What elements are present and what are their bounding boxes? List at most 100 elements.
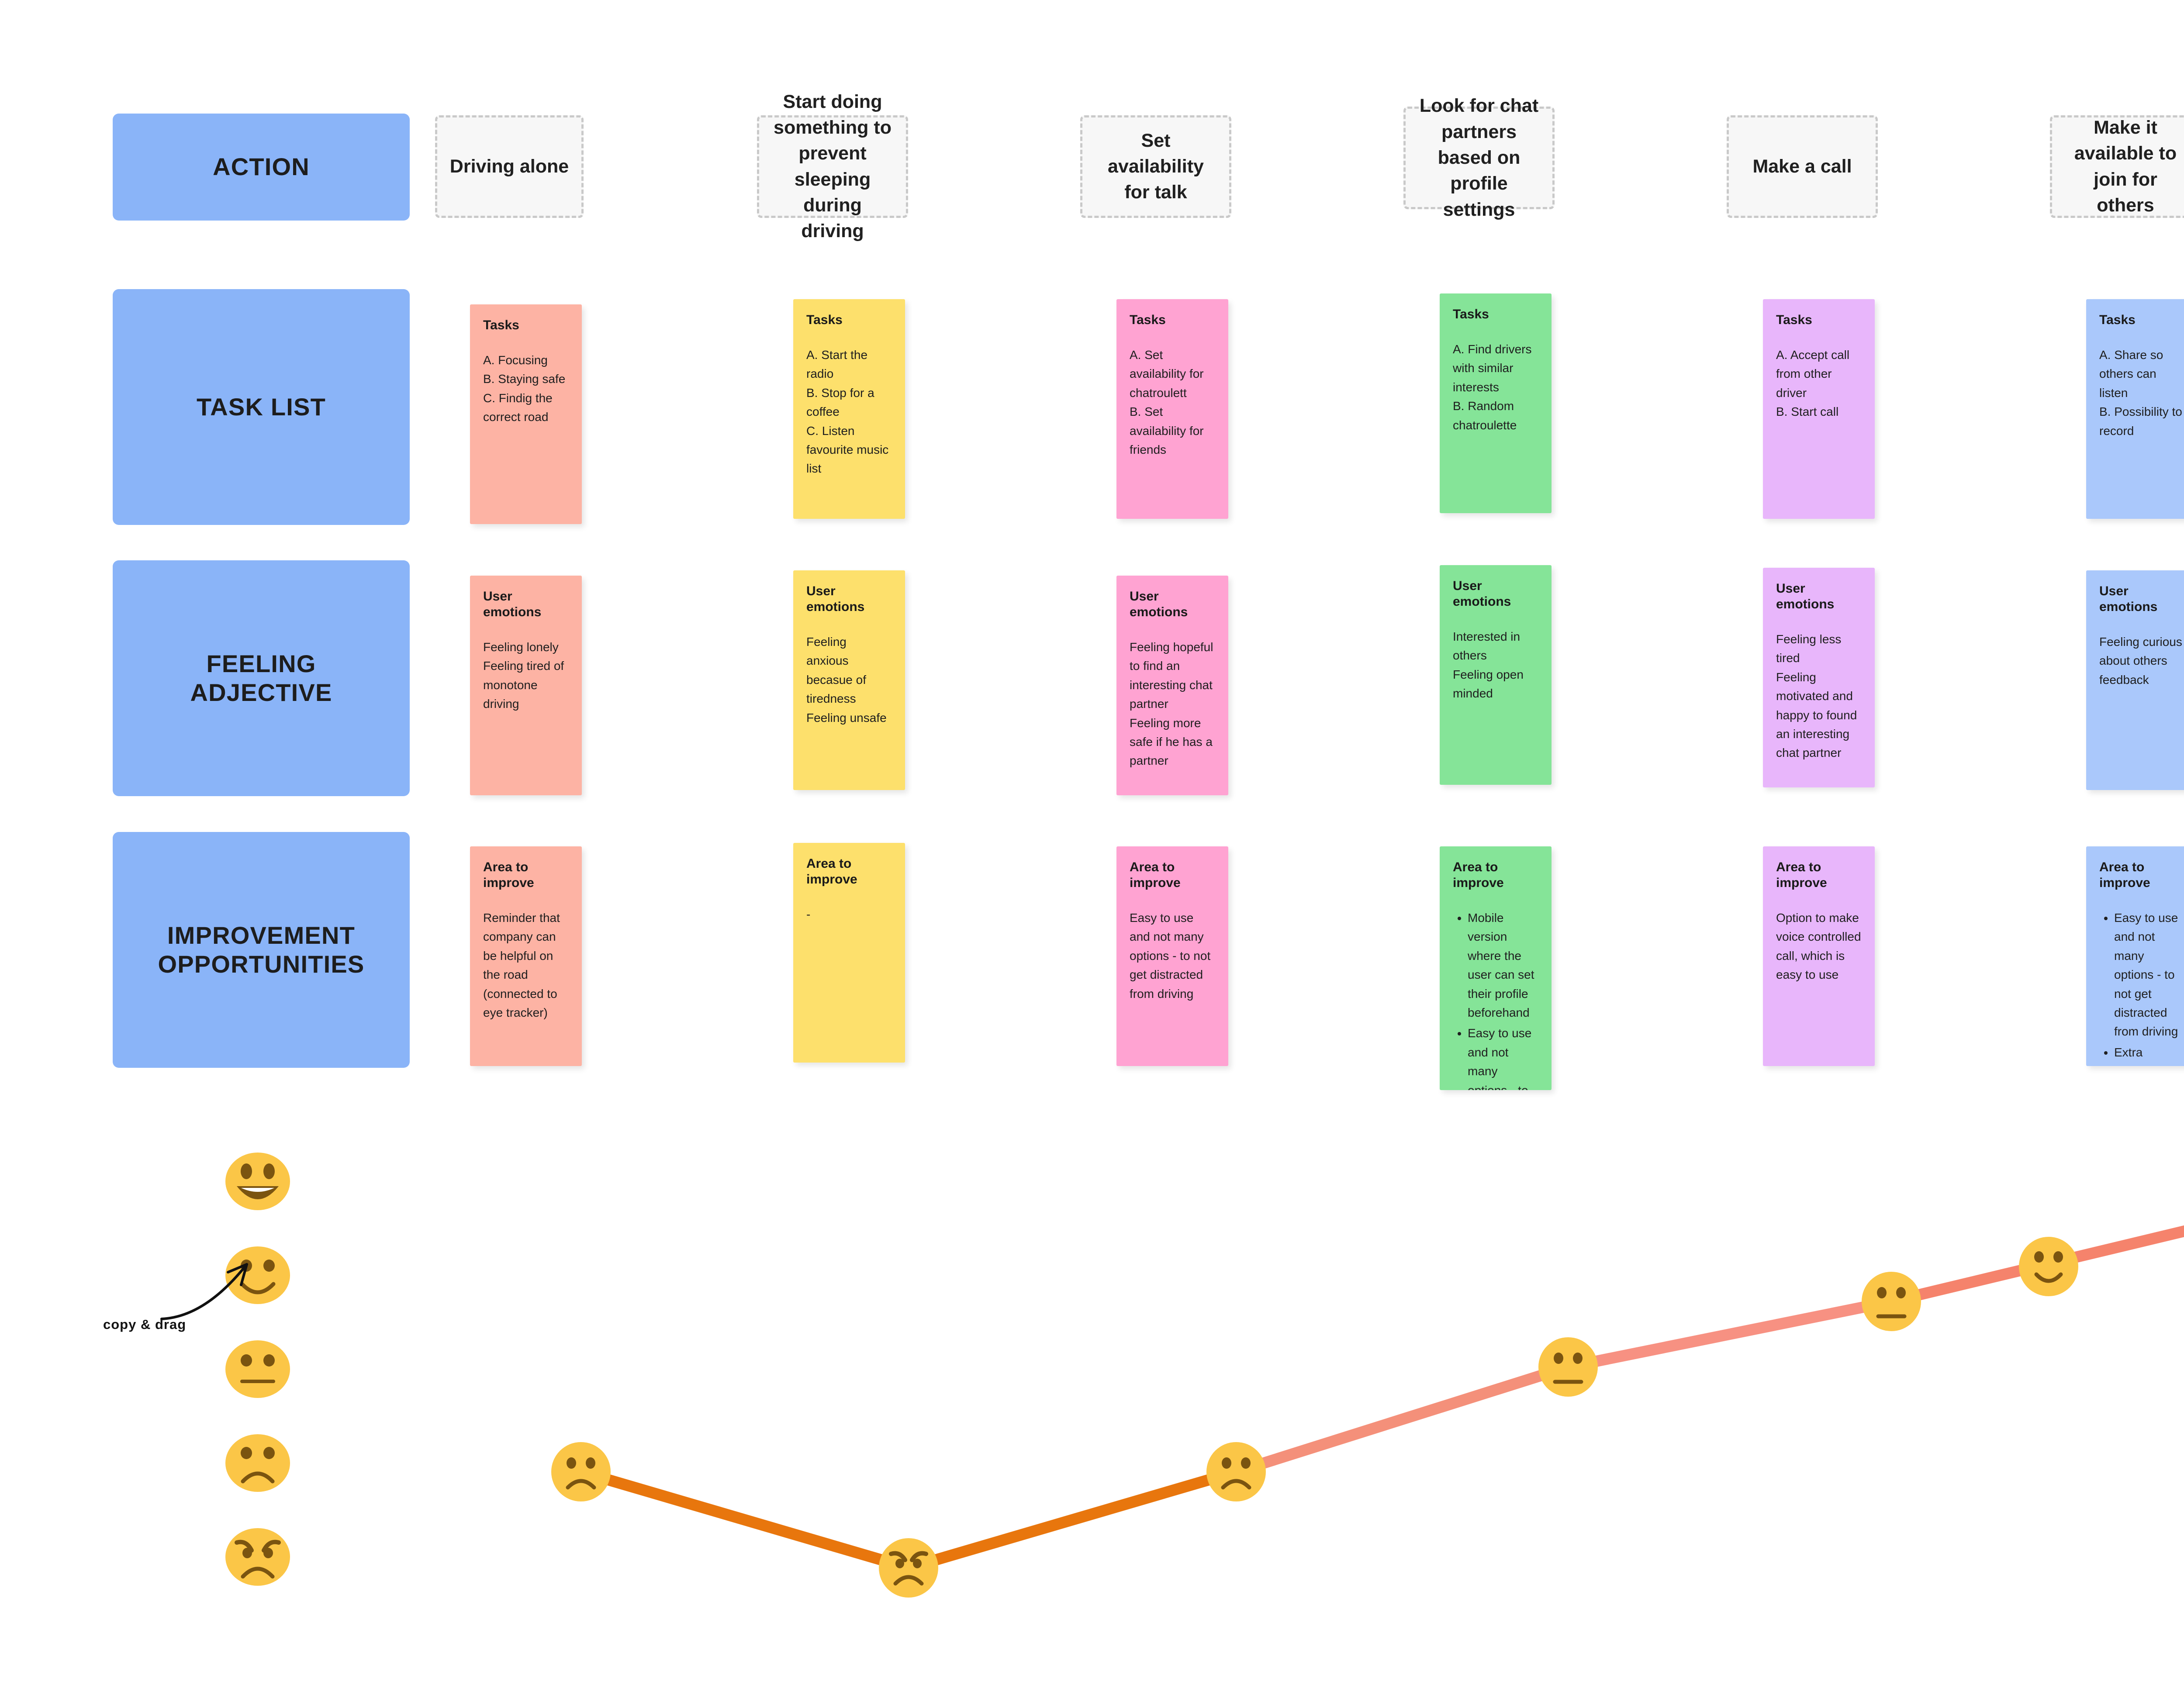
task-sticky-3-title: Tasks [1130,313,1166,327]
improve-item: Mobile version where the user can set th… [1468,908,1538,1022]
emotion-sticky-6-title: User emotions [2099,584,2158,614]
action-card-2[interactable]: Start doing something to prevent sleepin… [757,91,908,242]
improve-sticky-4-list: Mobile version where the user can set th… [1453,908,1538,1090]
improve-sticky-1[interactable]: Area to improve Reminder that company ca… [470,846,582,1066]
row-label-improvement-line2: OPPORTUNITIES [158,950,365,978]
task-sticky-6-title: Tasks [2099,313,2136,327]
emotion-sticky-5[interactable]: User emotions Feeling less tired Feeling… [1763,568,1875,787]
action-card-1[interactable]: Driving alone [435,115,584,218]
action-card-5-label: Make a call [1752,155,1852,177]
improve-sticky-5-body: Option to make voice controlled call, wh… [1776,908,1862,984]
improve-sticky-6-title: Area to improve [2099,860,2150,890]
emotion-item: Feeling more safe if he has a partner [1130,716,1213,768]
improve-item: - [806,908,811,921]
emoji-legend-palette[interactable] [210,1144,323,1651]
task-item: B. Random chatroulette [1453,399,1517,432]
improve-sticky-2-body: - [806,905,892,924]
emotion-sticky-2[interactable]: User emotions Feeling anxious becasue of… [793,570,905,790]
curve-point-2-angry-emoji[interactable] [879,1538,938,1598]
task-sticky-1[interactable]: Tasks A. Focusing B. Staying safe C. Fin… [470,304,582,524]
emotion-item: Feeling hopeful to find an interesting c… [1130,640,1213,711]
action-card-4-label: Look for chat partners based on profile … [1419,95,1539,220]
task-item: B. Start call [1776,405,1839,419]
curve-segment [575,1466,914,1574]
action-card-6[interactable]: Make it available to join for others [2050,115,2184,218]
curve-point-4-neutral-emoji[interactable] [1538,1337,1598,1397]
emotion-item: Feeling open minded [1453,667,1524,701]
emotion-item: Feeling tired of monotone driving [483,659,564,711]
task-sticky-5-title: Tasks [1776,313,1812,327]
action-card-2-label: Start doing something to prevent sleepin… [774,91,892,242]
emotion-item: Feeling unsafe [806,711,887,725]
row-label-feeling-line1: FEELING [206,649,316,677]
task-sticky-4[interactable]: Tasks A. Find drivers with similar inter… [1440,293,1552,513]
task-item: B. Stop for a coffee [806,386,874,419]
task-sticky-5-body: A. Accept call from other driver B. Star… [1776,345,1862,421]
task-sticky-2-body: A. Start the radio B. Stop for a coffee … [806,345,892,478]
task-sticky-3[interactable]: Tasks A. Set availability for chatroulet… [1116,299,1228,519]
emotion-sticky-2-title: User emotions [806,584,865,614]
improve-item: Option to make voice controlled call, wh… [1776,911,1861,982]
task-sticky-2[interactable]: Tasks A. Start the radio B. Stop for a c… [793,299,905,519]
row-label-task-list[interactable]: TASK LIST [113,289,410,525]
emotion-sticky-1[interactable]: User emotions Feeling lonely Feeling tir… [470,576,582,795]
improve-sticky-2[interactable]: Area to improve - [793,843,905,1063]
action-card-4[interactable]: Look for chat partners based on profile … [1403,95,1555,220]
emotion-item: Feeling less tired [1776,632,1842,665]
action-card-5[interactable]: Make a call [1727,115,1878,218]
improve-sticky-3-title: Area to improve [1130,860,1181,890]
row-label-improvement-opportunities[interactable]: IMPROVEMENT OPPORTUNITIES [113,832,410,1068]
improve-sticky-6[interactable]: Area to improve Easy to use and not many… [2086,846,2184,1066]
action-card-3[interactable]: Set availability for talk [1080,115,1231,218]
task-sticky-6[interactable]: Tasks A. Share so others can listen B. P… [2086,299,2184,519]
task-sticky-4-title: Tasks [1453,307,1489,321]
task-item: B. Possibility to record [2099,405,2182,438]
curve-point-3-frowning-emoji[interactable] [1206,1442,1266,1501]
task-item: B. Set availability for friends [1130,405,1204,456]
task-item: B. Staying safe [483,372,566,386]
curve-point-5-neutral-emoji[interactable] [1862,1272,1921,1331]
emotion-sticky-6[interactable]: User emotions Feeling curious about othe… [2086,570,2184,790]
task-item: A. Find drivers with similar interests [1453,342,1532,394]
task-sticky-2-title: Tasks [806,313,843,327]
improve-item: Extra activities during call [2114,1043,2184,1066]
row-label-feeling-line2: ADJECTIVE [190,679,332,706]
emotion-sticky-4-title: User emotions [1453,579,1511,609]
improve-sticky-3-body: Easy to use and not many options - to no… [1130,908,1215,1003]
action-card-3-label: Set availability for talk [1108,130,1204,203]
improve-item: Easy to use and not many options - to no… [1468,1024,1538,1090]
emotion-sticky-4[interactable]: User emotions Interested in others Feeli… [1440,565,1552,785]
emotion-sticky-1-title: User emotions [483,589,542,619]
improve-sticky-3[interactable]: Area to improve Easy to use and not many… [1116,846,1228,1066]
improve-sticky-4-title: Area to improve [1453,860,1504,890]
angry-emoji[interactable] [225,1528,290,1586]
task-item: A. Set availability for chatroulett [1130,348,1204,400]
curve-segment [1562,1296,1897,1373]
emotion-sticky-5-body: Feeling less tired Feeling motivated and… [1776,630,1862,763]
emotion-sticky-6-body: Feeling curious about others feedback [2099,632,2184,689]
curve-point-1-frowning-emoji[interactable] [551,1442,611,1501]
slight-smile-emoji[interactable] [225,1246,290,1304]
curve-point-6-slight-smile-emoji[interactable] [2019,1237,2078,1296]
copy-drag-arrow-icon [160,1263,248,1320]
copy-drag-label: copy & drag [103,1317,187,1332]
improve-sticky-1-body: Reminder that company can be helpful on … [483,908,569,1022]
emotion-sticky-3-title: User emotions [1130,589,1188,619]
grin-emoji[interactable] [225,1153,290,1210]
task-sticky-5[interactable]: Tasks A. Accept call from other driver B… [1763,299,1875,519]
task-item: A. Share so others can listen [2099,348,2163,400]
emotion-sticky-3[interactable]: User emotions Feeling hopeful to find an… [1116,576,1228,795]
neutral-emoji[interactable] [225,1340,290,1398]
improve-sticky-5[interactable]: Area to improve Option to make voice con… [1763,846,1875,1066]
improve-sticky-2-title: Area to improve [806,856,857,887]
emotion-item: Interested in others [1453,630,1521,663]
task-item: C. Findig the correct road [483,391,553,424]
frowning-emoji[interactable] [225,1434,290,1492]
task-sticky-3-body: A. Set availability for chatroulett B. S… [1130,345,1215,459]
improve-item: Easy to use and not many options - to no… [1130,911,1211,1001]
improve-sticky-4[interactable]: Area to improve Mobile version where the… [1440,846,1552,1090]
row-label-feeling-adjective[interactable]: FEELING ADJECTIVE [113,560,410,796]
improve-item: Easy to use and not many options - to no… [2114,908,2184,1041]
row-label-action[interactable]: ACTION [113,114,410,221]
